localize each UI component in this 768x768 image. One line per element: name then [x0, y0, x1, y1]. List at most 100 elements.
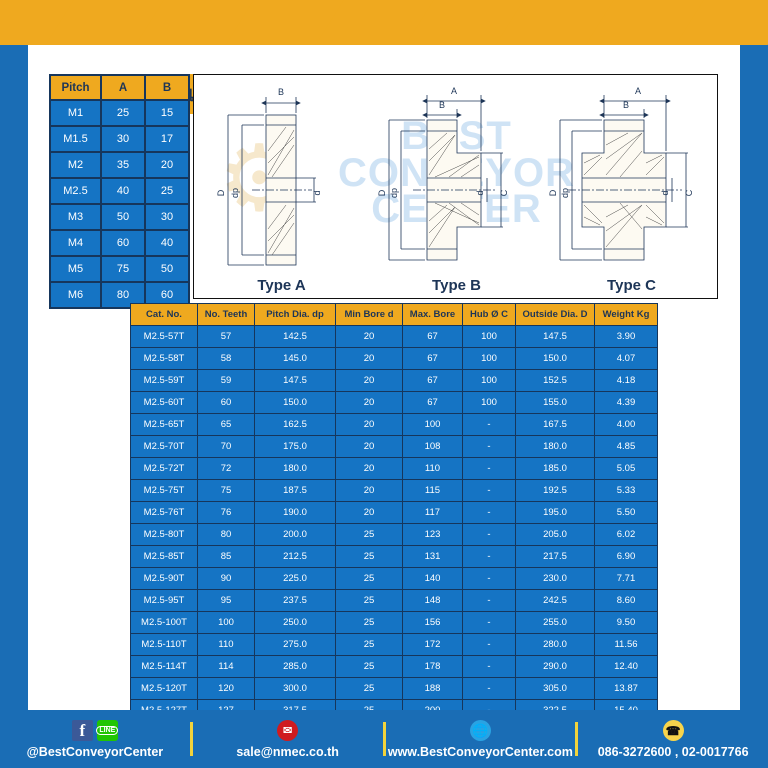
spec-cell-r14-c2: 275.0 [255, 634, 335, 655]
spec-cell-r2-c4: 67 [403, 370, 462, 391]
spec-cell-r13-c4: 156 [403, 612, 462, 633]
spec-cell-r12-c0: M2.5-95T [131, 590, 197, 611]
pitch-row: M2.5 40 25 [51, 179, 188, 203]
mail-icon[interactable]: ✉ [277, 720, 299, 741]
pitch-cell-r2-c2: 20 [146, 153, 188, 177]
table-row: M2.5-75T 75 187.5 20 115-192.5 5.33 [131, 480, 657, 501]
spec-cell-r3-c1: 60 [198, 392, 254, 413]
pitch-row: M1.5 30 17 [51, 127, 188, 151]
spec-cell-r15-c6: 290.0 [516, 656, 594, 677]
spec-cell-r10-c6: 217.5 [516, 546, 594, 567]
spec-cell-r8-c5: - [463, 502, 515, 523]
footer-icons-1: ✉ [277, 720, 299, 742]
spec-cell-r7-c4: 115 [403, 480, 462, 501]
spec-cell-r14-c5: - [463, 634, 515, 655]
spec-cell-r3-c5: 100 [463, 392, 515, 413]
facebook-icon[interactable]: f [71, 720, 93, 741]
svg-text:A: A [635, 86, 641, 96]
spec-cell-r5-c5: - [463, 436, 515, 457]
footer-item-0[interactable]: f LINE @BestConveyorCenter [0, 720, 190, 759]
spec-cell-r10-c5: - [463, 546, 515, 567]
spec-cell-r2-c6: 152.5 [516, 370, 594, 391]
pitch-cell-r0-c0: M1 [51, 101, 100, 125]
spec-cell-r11-c3: 25 [336, 568, 402, 589]
spec-cell-r6-c3: 20 [336, 458, 402, 479]
spec-cell-r6-c4: 110 [403, 458, 462, 479]
spec-cell-r5-c3: 20 [336, 436, 402, 457]
spec-cell-r3-c2: 150.0 [255, 392, 335, 413]
spec-cell-r0-c1: 57 [198, 326, 254, 347]
spec-cell-r11-c2: 225.0 [255, 568, 335, 589]
phone-icon[interactable]: ☎ [662, 720, 684, 741]
footer-text-2: www.BestConveyorCenter.com [387, 744, 573, 759]
spec-cell-r4-c0: M2.5-65T [131, 414, 197, 435]
spec-cell-r2-c3: 20 [336, 370, 402, 391]
spec-cell-r12-c2: 237.5 [255, 590, 335, 611]
svg-text:D: D [377, 189, 387, 196]
spec-cell-r14-c0: M2.5-110T [131, 634, 197, 655]
footer-item-2[interactable]: 🌐 www.BestConveyorCenter.com [386, 720, 576, 759]
pitch-header-2: B [146, 76, 188, 99]
table-row: M2.5-72T 72 180.0 20 110-185.0 5.05 [131, 458, 657, 479]
spec-cell-r6-c1: 72 [198, 458, 254, 479]
spec-cell-r10-c4: 131 [403, 546, 462, 567]
spec-cell-r5-c4: 108 [403, 436, 462, 457]
pitch-cell-r5-c1: 60 [102, 231, 144, 255]
spec-cell-r16-c7: 13.87 [595, 678, 657, 699]
spec-cell-r3-c7: 4.39 [595, 392, 657, 413]
spec-cell-r8-c3: 20 [336, 502, 402, 523]
footer-text-3: 086-3272600 , 02-0017766 [597, 744, 749, 759]
spec-cell-r4-c3: 20 [336, 414, 402, 435]
pitch-table-header-row: Pitch A B [51, 76, 188, 99]
spec-cell-r0-c5: 100 [463, 326, 515, 347]
pitch-cell-r6-c0: M5 [51, 257, 100, 281]
spec-cell-r7-c2: 187.5 [255, 480, 335, 501]
spec-cell-r16-c6: 305.0 [516, 678, 594, 699]
globe-icon[interactable]: 🌐 [469, 720, 491, 741]
footer-item-1[interactable]: ✉ sale@nmec.co.th [193, 720, 383, 759]
spec-cell-r13-c0: M2.5-100T [131, 612, 197, 633]
spur-gear-spec-table: Cat. No. No. Teeth Pitch Dia. dp Min Bore d… [130, 303, 658, 722]
spec-cell-r0-c3: 20 [336, 326, 402, 347]
table-row: M2.5-80T 80 200.0 25 123-205.0 6.02 [131, 524, 657, 545]
spec-cell-r6-c5: - [463, 458, 515, 479]
pitch-cell-r0-c2: 15 [146, 101, 188, 125]
footer-contact-bar: f LINE @BestConveyorCenter ✉ sale@nmec.co.th… [0, 710, 768, 768]
spec-cell-r13-c3: 25 [336, 612, 402, 633]
spec-cell-r14-c4: 172 [403, 634, 462, 655]
diagram-label-type-c: Type C [607, 277, 656, 294]
spec-cell-r13-c1: 100 [198, 612, 254, 633]
spec-cell-r1-c3: 20 [336, 348, 402, 369]
table-row: M2.5-59T 59 147.5 20 67 100 152.5 4.18 [131, 370, 657, 391]
spec-cell-r14-c6: 280.0 [516, 634, 594, 655]
pitch-header-0: Pitch [51, 76, 100, 99]
spec-cell-r4-c2: 162.5 [255, 414, 335, 435]
spec-cell-r10-c1: 85 [198, 546, 254, 567]
svg-text:D: D [216, 189, 226, 196]
spec-cell-r2-c7: 4.18 [595, 370, 657, 391]
spec-cell-r9-c4: 123 [403, 524, 462, 545]
footer-item-3[interactable]: ☎ 086-3272600 , 02-0017766 [578, 720, 768, 759]
spec-cell-r8-c7: 5.50 [595, 502, 657, 523]
pitch-cell-r3-c0: M2.5 [51, 179, 100, 203]
table-row: M2.5-114T 114 285.0 25 178-290.0 12.40 [131, 656, 657, 677]
content-card: เฟืองขบ-ตรง (Spur Gears Module : M2.5) P… [28, 45, 740, 722]
spec-cell-r7-c7: 5.33 [595, 480, 657, 501]
pitch-table-body: M1 25 15 M1.5 30 17 M2 35 20 M2.5 40 25 M3 50 30 M4 60 40… [51, 101, 188, 307]
svg-text:C: C [499, 189, 509, 196]
spec-cell-r5-c6: 180.0 [516, 436, 594, 457]
spec-cell-r8-c0: M2.5-76T [131, 502, 197, 523]
spec-cell-r16-c4: 188 [403, 678, 462, 699]
line-icon[interactable]: LINE [96, 720, 119, 741]
diagram-label-type-a: Type A [257, 277, 306, 294]
svg-text:C: C [684, 189, 694, 196]
spec-cell-r15-c3: 25 [336, 656, 402, 677]
spec-cell-r10-c7: 6.90 [595, 546, 657, 567]
footer-divider-2 [382, 722, 386, 756]
spec-cell-r1-c6: 150.0 [516, 348, 594, 369]
pitch-cell-r5-c2: 40 [146, 231, 188, 255]
spec-cell-r14-c7: 11.56 [595, 634, 657, 655]
pitch-row: M2 35 20 [51, 153, 188, 177]
svg-text:A: A [451, 86, 457, 96]
